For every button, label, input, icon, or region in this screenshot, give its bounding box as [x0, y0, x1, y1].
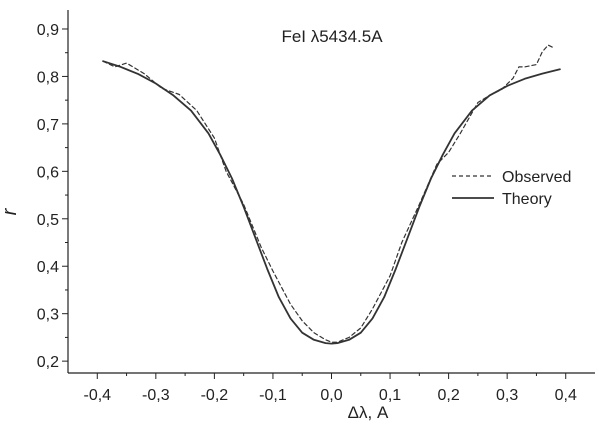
- y-tick-label: 0,4: [37, 259, 59, 276]
- x-tick-label: 0,2: [437, 387, 459, 404]
- legend: Observed Theory: [452, 169, 571, 208]
- legend-label-theory: Theory: [502, 191, 552, 208]
- x-tick-label: 0,4: [555, 387, 577, 404]
- y-tick-label: 0,5: [37, 212, 59, 229]
- x-axis-label: Δλ, A: [348, 403, 389, 422]
- chart-title: FeI λ5434.5A: [281, 27, 383, 46]
- x-tick-label: -0,3: [142, 387, 170, 404]
- y-tick-label: 0,3: [37, 307, 59, 324]
- x-tick-label: 0,3: [496, 387, 518, 404]
- x-tick-label: 0,0: [320, 387, 342, 404]
- y-ticks: 0,2 0,3 0,4 0,5 0,6 0,7 0,8 0,9: [37, 22, 68, 371]
- x-tick-label: -0,2: [201, 387, 229, 404]
- x-ticks: -0,4 -0,3 -0,2 -0,1 0,0 0,1 0,2 0,3 0,4: [83, 373, 577, 404]
- y-tick-label: 0,6: [37, 164, 59, 181]
- series-line-observed: [102, 44, 555, 343]
- x-tick-label: -0,4: [83, 387, 111, 404]
- legend-label-observed: Observed: [502, 169, 571, 186]
- y-tick-label: 0,2: [37, 354, 59, 371]
- series-lines: [102, 44, 561, 345]
- y-axis-label: r: [0, 207, 21, 215]
- x-tick-label: -0,1: [259, 387, 287, 404]
- y-tick-label: 0,7: [37, 117, 59, 134]
- x-tick-label: 0,1: [379, 387, 401, 404]
- y-tick-label: 0,9: [37, 22, 59, 39]
- series-line-theory: [102, 60, 561, 345]
- y-tick-label: 0,8: [37, 69, 59, 86]
